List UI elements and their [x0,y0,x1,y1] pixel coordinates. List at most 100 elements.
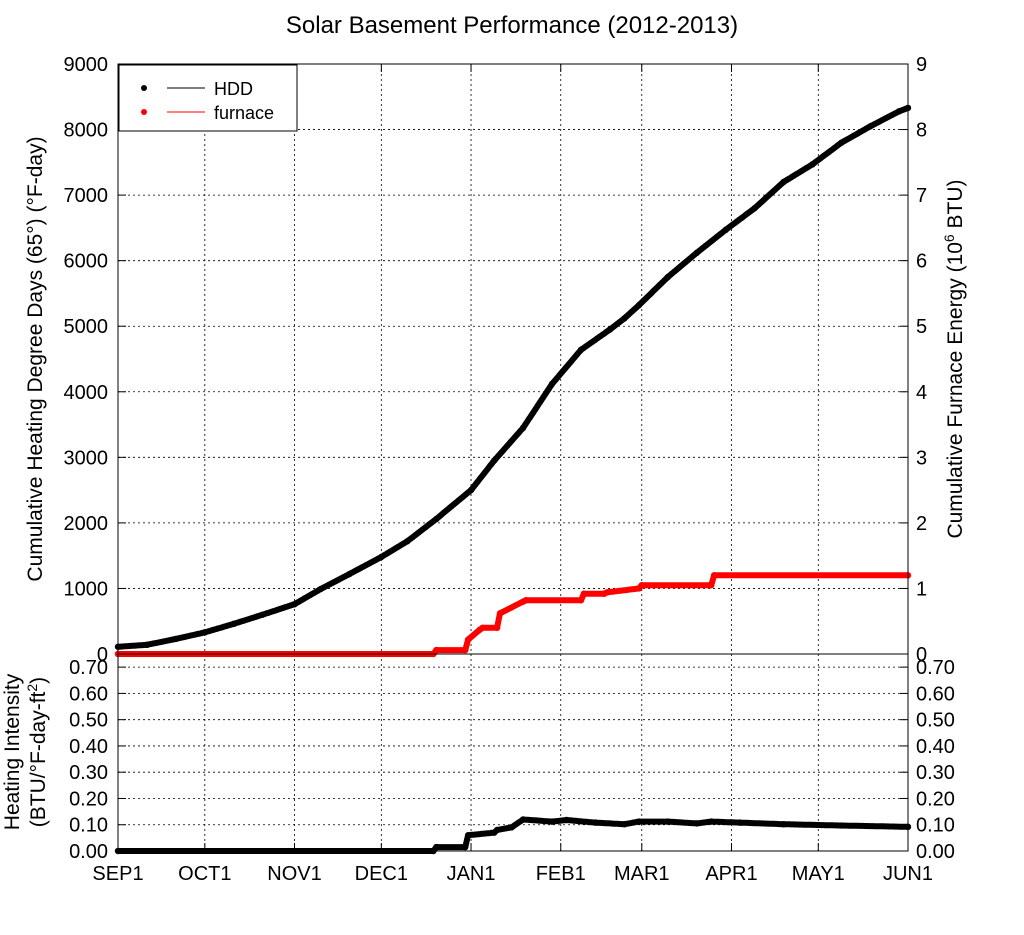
intensity-series-point [693,820,700,827]
bottom-right-y-tick-label: 0.50 [916,710,955,732]
top-right-y-axis-label: Cumulative Furnace Energy (106 BTU) [941,179,967,538]
furnace-series-point [580,590,588,597]
legend-furnace-label: furnace [214,103,274,123]
hdd-series-line [115,104,911,650]
top-right-y-tick-labels: 0 1 2 3 4 5 6 7 8 9 [916,54,927,666]
legend-furnace-marker [141,109,147,115]
furnace-series-point [462,646,469,654]
intensity-series-point [493,826,501,834]
hdd-series-point [606,326,614,333]
legend: HDD furnace [118,64,298,132]
top-right-y-tick-label: 5 [916,316,927,338]
intensity-series-point [462,843,469,851]
furnace-series-point [577,597,585,604]
bottom-right-y-tick-label: 0.40 [916,736,955,758]
hdd-series-point [867,123,874,130]
intensity-series-point [621,821,628,828]
bottom-left-y-tick-label: 0.00 [69,841,108,863]
x-tick-label: MAY1 [792,863,845,885]
bottom-gridlines [117,654,909,852]
x-tick-label: MAR1 [614,863,670,885]
bottom-right-y-tick-labels: 0.00 0.10 0.20 0.30 0.40 0.50 0.60 0.70 [916,657,955,863]
hdd-series-point [751,205,758,212]
hdd-series-point [259,611,266,618]
x-tick-label: APR1 [705,863,757,885]
top-left-y-tick-label: 0 [97,644,108,666]
bottom-left-y-tick-label: 0.20 [69,788,108,810]
intensity-series-point [635,818,643,825]
top-right-y-tick-label: 8 [916,120,927,142]
top-left-y-tick-label: 8000 [64,120,109,142]
hdd-series-point [621,315,628,322]
hdd-series-point [635,302,643,309]
intensity-series-point [548,818,556,825]
top-right-y-tick-label: 0 [916,644,927,666]
furnace-series-point [522,597,530,604]
bottom-plot-frame [117,653,909,852]
top-left-y-axis-label: Cumulative Heating Degree Days (65°) (°F… [24,136,47,581]
intensity-series-point [519,816,527,823]
x-tick-label: SEP1 [92,863,143,885]
top-series-group [114,104,912,658]
hdd-series-point [143,641,151,649]
bottom-right-y-tick-label: 0.20 [916,788,955,810]
intensity-series-point [592,819,599,826]
x-tick-labels: SEP1 OCT1 NOV1 DEC1 JAN1 FEB1 MAR1 APR1 MAY1 JUN1 [92,863,933,885]
hdd-series-point [519,424,527,432]
x-tick-label: OCT1 [178,863,231,885]
bottom-left-y-tick-label: 0.70 [69,657,108,679]
bottom-right-y-tick-label: 0.60 [916,683,955,705]
intensity-series-point [736,819,744,826]
top-right-y-tick-label: 2 [916,513,927,535]
top-right-y-tick-label: 7 [916,185,927,207]
hdd-series-point [201,629,209,636]
top-left-y-tick-label: 4000 [64,382,109,404]
x-tick-label: JUN1 [883,863,933,885]
x-tick-label: DEC1 [355,863,408,885]
bottom-y-axis-label-line2: (BTU/°F-day-ft2) [24,677,50,827]
top-left-y-tick-label: 7000 [64,185,109,207]
hdd-series-point [809,161,816,168]
bottom-left-y-tick-label: 0.50 [69,710,108,732]
x-tick-label: FEB1 [536,863,586,885]
furnace-series-point [603,589,611,596]
top-left-y-tick-label: 6000 [64,251,109,273]
bottom-left-y-tick-label: 0.10 [69,815,108,837]
bottom-right-y-tick-label: 0.00 [916,841,955,863]
furnace-series-point [710,572,718,579]
hdd-series-point [317,585,324,593]
intensity-series-point [838,822,845,829]
top-left-y-tick-label: 5000 [64,316,109,338]
legend-hdd-marker [141,85,147,91]
top-left-y-tick-label: 9000 [64,54,109,76]
furnace-series-point [638,581,645,589]
hdd-series-point [404,538,411,545]
hdd-series-point [780,178,787,186]
furnace-series-line [115,572,911,657]
hdd-series-point [346,570,353,578]
bottom-left-y-tick-label: 0.40 [69,736,108,758]
furnace-series-point [479,624,486,631]
chart-title: Solar Basement Performance (2012-2013) [286,12,738,39]
bottom-right-y-tick-label: 0.10 [916,815,955,837]
intensity-series-point [433,843,440,851]
furnace-series-point [493,624,501,631]
bottom-y-axis-label-line1: Heating Intensity [1,673,24,830]
intensity-series-point [664,818,672,825]
hdd-series-point [548,380,556,388]
intensity-series-point [780,821,787,828]
x-tick-label: NOV1 [267,863,321,885]
hdd-series-point [467,486,475,494]
legend-hdd-label: HDD [214,79,253,99]
bottom-left-y-tick-label: 0.30 [69,762,108,784]
top-right-y-tick-label: 3 [916,447,927,469]
furnace-series-point [708,581,715,589]
top-right-y-tick-label: 9 [916,54,927,76]
top-right-y-tick-label: 1 [916,578,927,600]
furnace-series-point [433,646,440,654]
bottom-series-group [114,816,912,855]
hdd-series-point [838,139,845,146]
furnace-series-point [496,610,504,617]
